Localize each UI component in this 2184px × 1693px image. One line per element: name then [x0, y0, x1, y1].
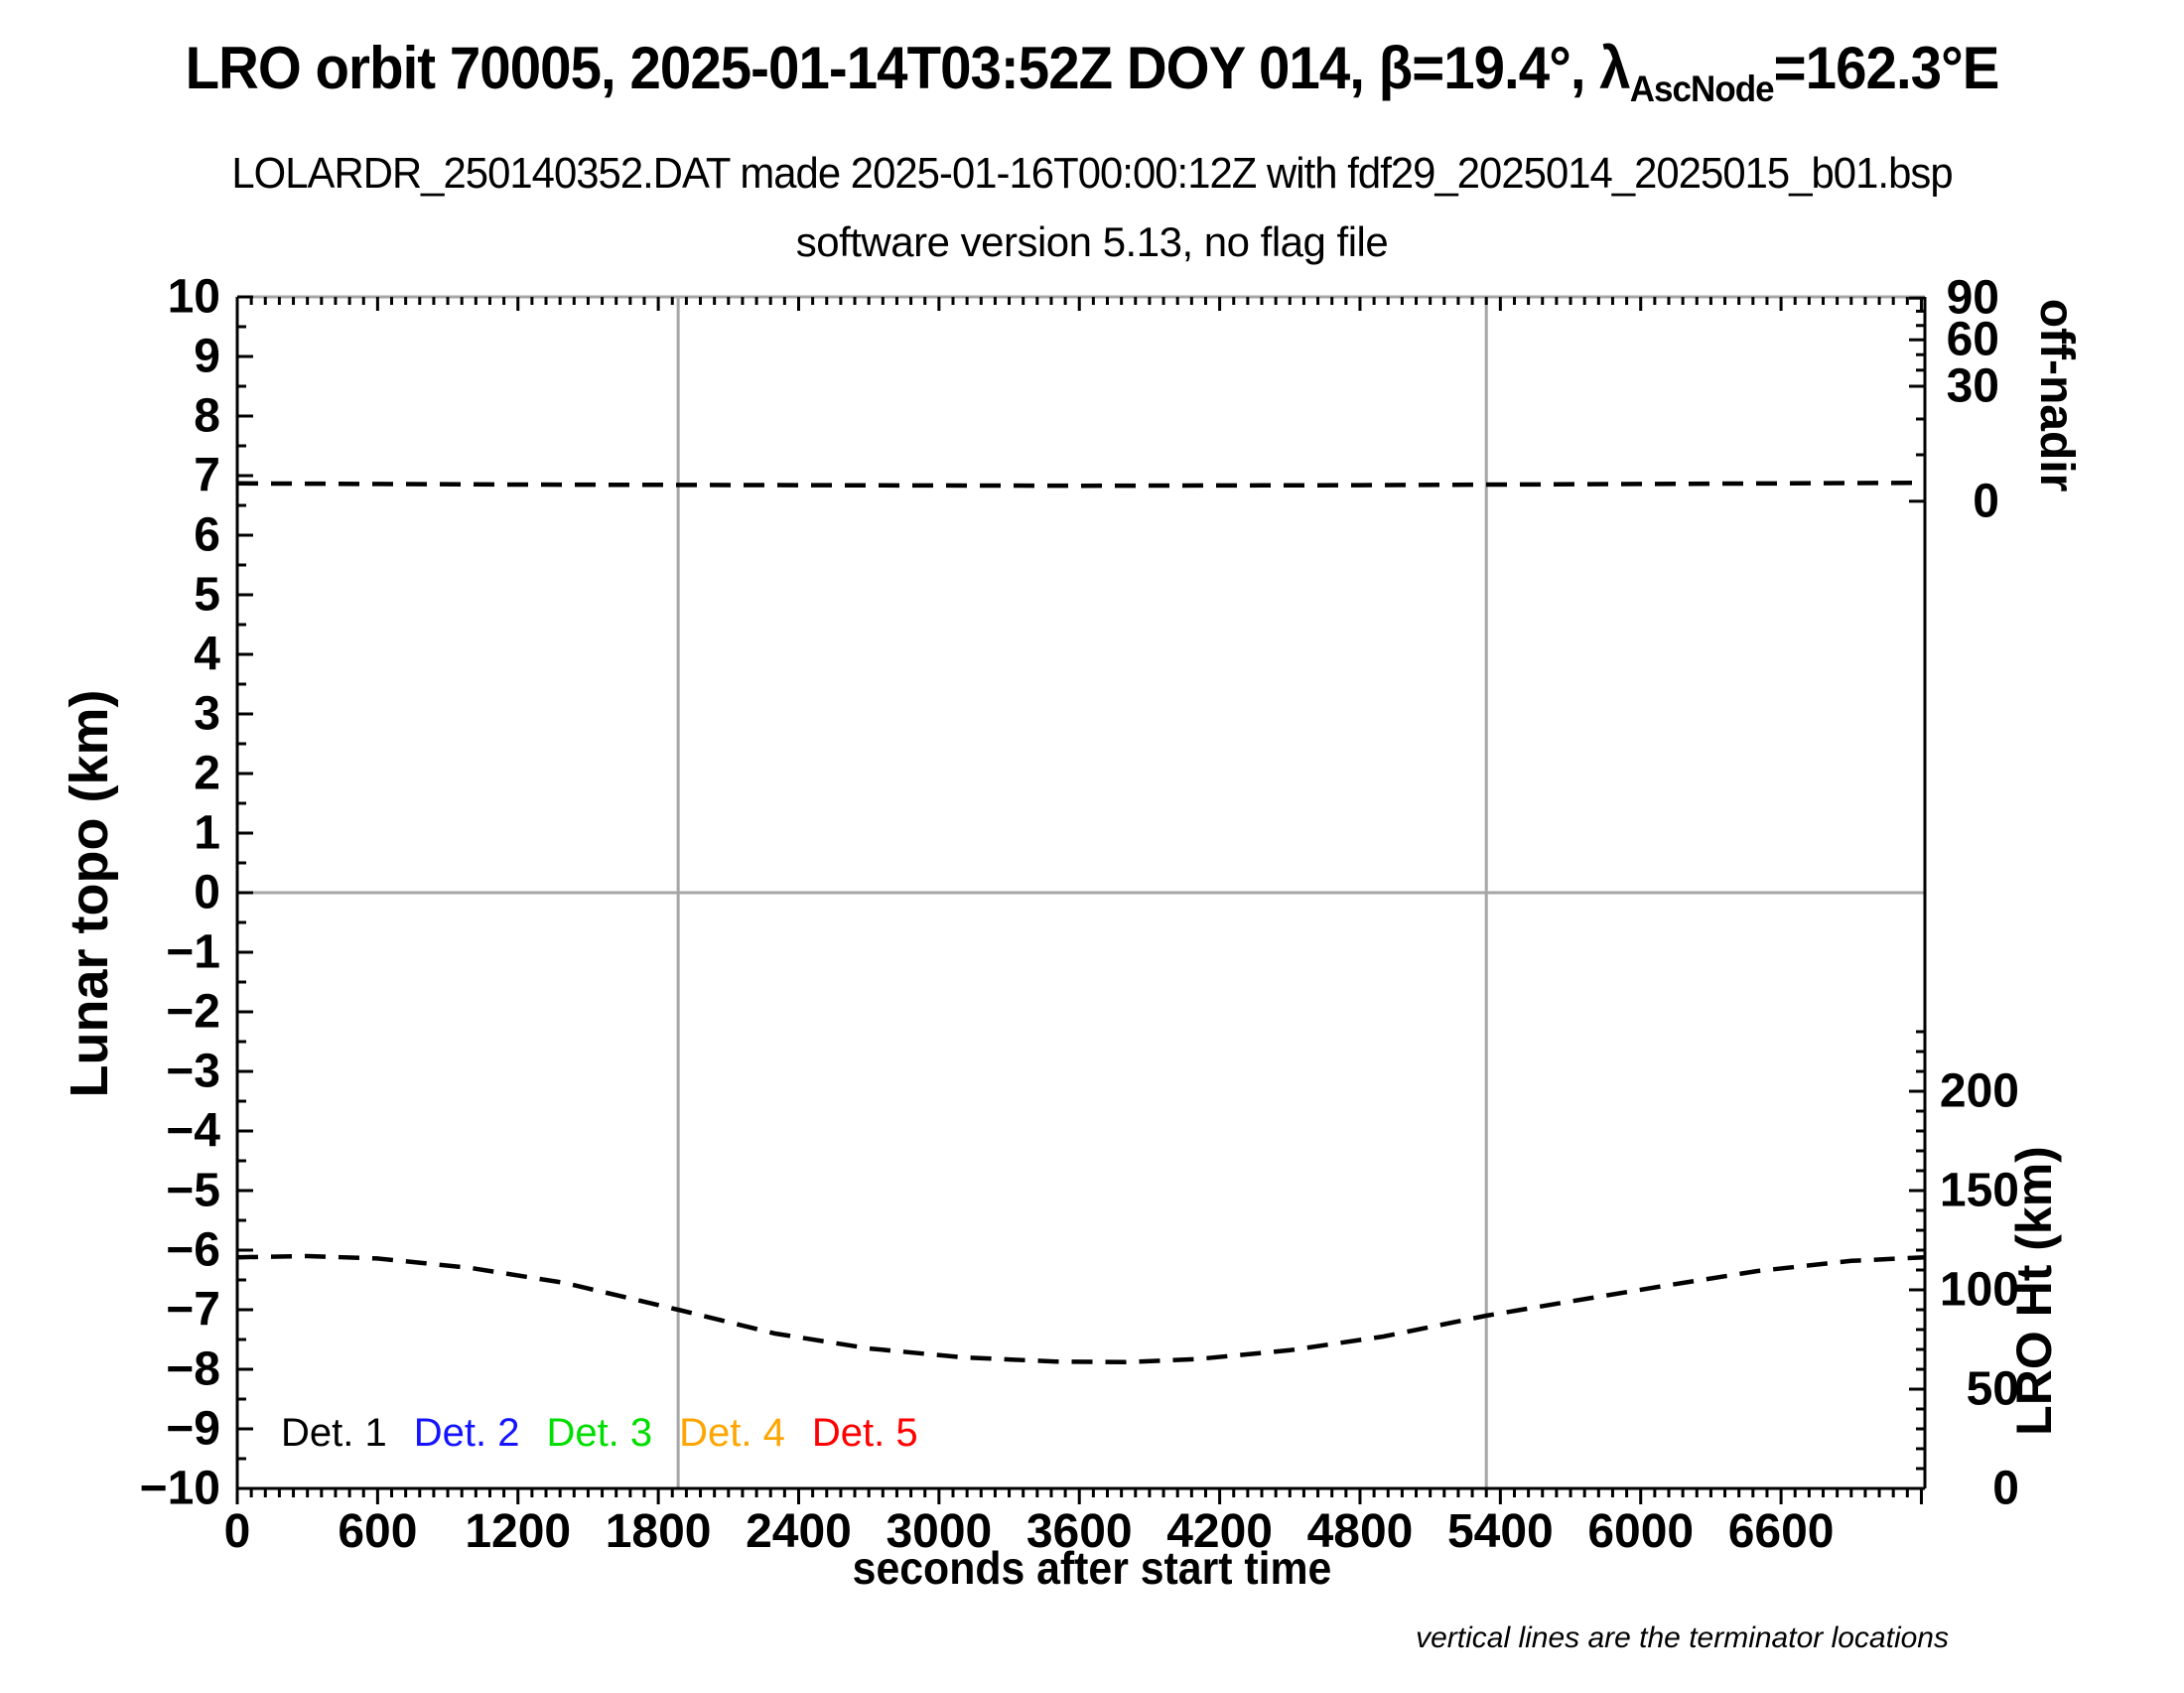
x-tick-label: 4200 — [1166, 1505, 1273, 1558]
y-left-tick-label: 5 — [194, 569, 220, 622]
y-left-tick-label: 0 — [194, 867, 220, 919]
lro-ht-tick-label: 50 — [1967, 1363, 2019, 1416]
y-left-tick-label: 8 — [194, 390, 220, 443]
offnadir-tick-label: 0 — [1973, 475, 1999, 527]
y-left-tick-label: 9 — [194, 331, 220, 383]
legend-item-det-1: Det. 1 — [281, 1411, 387, 1455]
plot-subtitle-version: software version 5.13, no flag file — [795, 218, 1389, 265]
y-left-tick-label: −2 — [166, 986, 220, 1039]
lro-ht-tick-label: 150 — [1940, 1165, 2019, 1217]
y-left-tick-label: 7 — [194, 450, 220, 502]
offnadir-tick-label: 90 — [1947, 272, 1999, 325]
lro-ht-tick-label: 200 — [1940, 1065, 2019, 1118]
legend-item-det-2: Det. 2 — [413, 1411, 520, 1455]
y-left-tick-label: −8 — [166, 1343, 220, 1396]
y-left-tick-label: 6 — [194, 509, 220, 562]
plot-title: LRO orbit 70005, 2025-01-14T03:52Z DOY 0… — [66, 34, 2118, 110]
offnadir-tick-label: 60 — [1947, 314, 1999, 366]
y-left-tick-label: −5 — [166, 1165, 220, 1217]
lro-ht-axis-title: LRO Ht (km) — [2006, 1146, 2062, 1436]
y-left-tick-label: 1 — [194, 807, 220, 860]
y-left-tick-label: −4 — [166, 1105, 220, 1158]
detector-legend: Det. 1 Det. 2 Det. 3 Det. 4 Det. 5 — [281, 1411, 918, 1455]
y-left-tick-label: −10 — [140, 1463, 220, 1515]
legend-item-det-4: Det. 4 — [679, 1411, 785, 1455]
x-tick-label: 6600 — [1728, 1505, 1835, 1558]
lro-ht-tick-label: 0 — [1992, 1463, 2019, 1515]
x-tick-label: 1200 — [465, 1505, 571, 1558]
y-left-tick-label: −6 — [166, 1224, 220, 1277]
lro-height-curve — [236, 1253, 1926, 1365]
x-tick-label: 0 — [224, 1505, 251, 1558]
x-tick-label: 2400 — [746, 1505, 852, 1558]
y-left-tick-label: −9 — [166, 1403, 220, 1456]
x-tick-label: 3600 — [1026, 1505, 1133, 1558]
x-tick-label: 1800 — [606, 1505, 712, 1558]
y-left-tick-label: 4 — [194, 629, 220, 681]
plot-title-subscript: AscNode — [1629, 68, 1775, 109]
plot-title-pre: LRO orbit 70005, 2025-01-14T03:52Z DOY 0… — [185, 35, 1631, 101]
y-left-tick-label: −7 — [166, 1284, 220, 1337]
x-tick-label: 6000 — [1587, 1505, 1694, 1558]
y-left-tick-label: 3 — [194, 688, 220, 741]
y-left-tick-label: −1 — [166, 926, 220, 979]
x-tick-label: 600 — [338, 1505, 417, 1558]
y-left-tick-label: 2 — [194, 748, 220, 800]
plot-title-post: =162.3°E — [1773, 35, 2000, 101]
off-nadir-axis-title: off-nadir — [2030, 299, 2083, 493]
legend-item-det-5: Det. 5 — [811, 1411, 918, 1455]
legend-item-det-3: Det. 3 — [546, 1411, 653, 1455]
x-tick-label: 5400 — [1447, 1505, 1554, 1558]
off-nadir-line — [236, 480, 1926, 489]
terminator-note: vertical lines are the terminator locati… — [1416, 1622, 1949, 1654]
x-axis-title: seconds after start time — [852, 1542, 1332, 1594]
lro-ht-tick-label: 100 — [1940, 1264, 2019, 1317]
x-tick-label: 4800 — [1307, 1505, 1414, 1558]
plot-subtitle: LOLARDR_250140352.DAT made 2025-01-16T00… — [231, 149, 1953, 198]
y-left-tick-label: 10 — [168, 271, 220, 324]
y-left-axis-title: Lunar topo (km) — [60, 690, 119, 1098]
y-left-tick-label: −3 — [166, 1046, 220, 1098]
x-tick-label: 3000 — [886, 1505, 992, 1558]
offnadir-tick-label: 30 — [1947, 360, 1999, 413]
